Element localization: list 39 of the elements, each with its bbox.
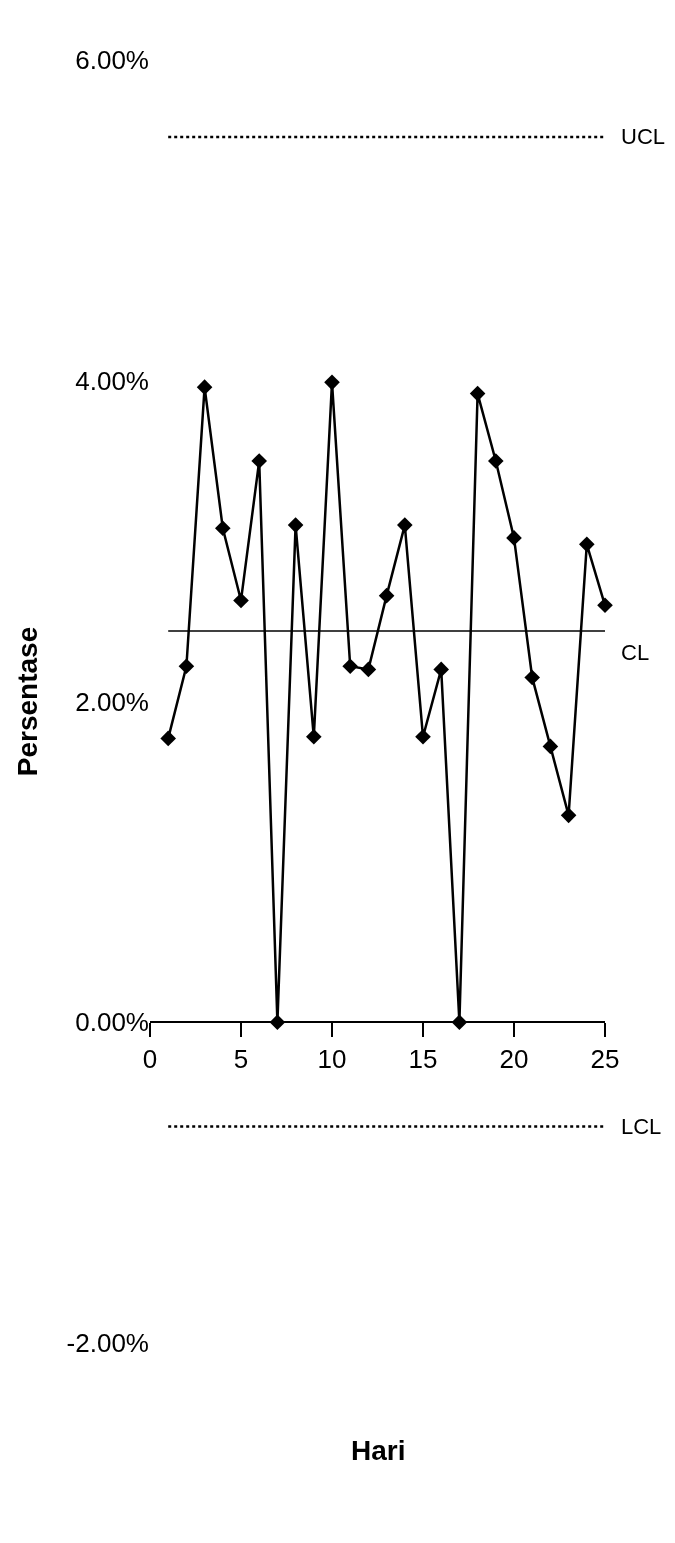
point: [378, 587, 395, 604]
x-axis-title: Hari: [351, 1435, 406, 1466]
ref-line-label: CL: [621, 640, 650, 665]
point: [324, 374, 340, 391]
point: [196, 379, 213, 395]
point: [488, 453, 504, 469]
y-tick-label: 0.00%: [75, 1007, 149, 1038]
point: [415, 728, 431, 745]
point: [251, 453, 267, 469]
point: [469, 385, 486, 402]
x-tick-label: 0: [142, 1044, 158, 1075]
point: [160, 730, 176, 747]
y-tick-label: 6.00%: [75, 45, 149, 76]
y-tick-label: 4.00%: [75, 365, 149, 396]
ref-line-label: UCL: [621, 124, 666, 149]
x-tick-label: 20: [499, 1044, 529, 1075]
point: [542, 738, 559, 755]
point: [306, 728, 322, 745]
point: [178, 658, 195, 675]
x-tick-label: 10: [317, 1044, 347, 1075]
ref-line-label: LCL: [621, 1114, 662, 1139]
point: [560, 807, 577, 824]
point: [287, 517, 304, 533]
point: [433, 661, 449, 678]
x-tick-label: 5: [233, 1044, 249, 1075]
y-tick-label: -2.00%: [66, 1328, 149, 1359]
point: [342, 658, 358, 675]
point: [506, 530, 522, 546]
point: [597, 597, 613, 614]
point: [233, 592, 249, 609]
point: [524, 669, 540, 686]
x-tick-label: 25: [590, 1044, 620, 1075]
point: [397, 517, 413, 533]
x-tick-label: 15: [408, 1044, 438, 1075]
point: [215, 520, 231, 537]
y-tick-label: 2.00%: [75, 686, 149, 717]
point: [579, 536, 595, 553]
y-axis-title: Persentase: [12, 626, 44, 777]
point: [360, 661, 377, 678]
